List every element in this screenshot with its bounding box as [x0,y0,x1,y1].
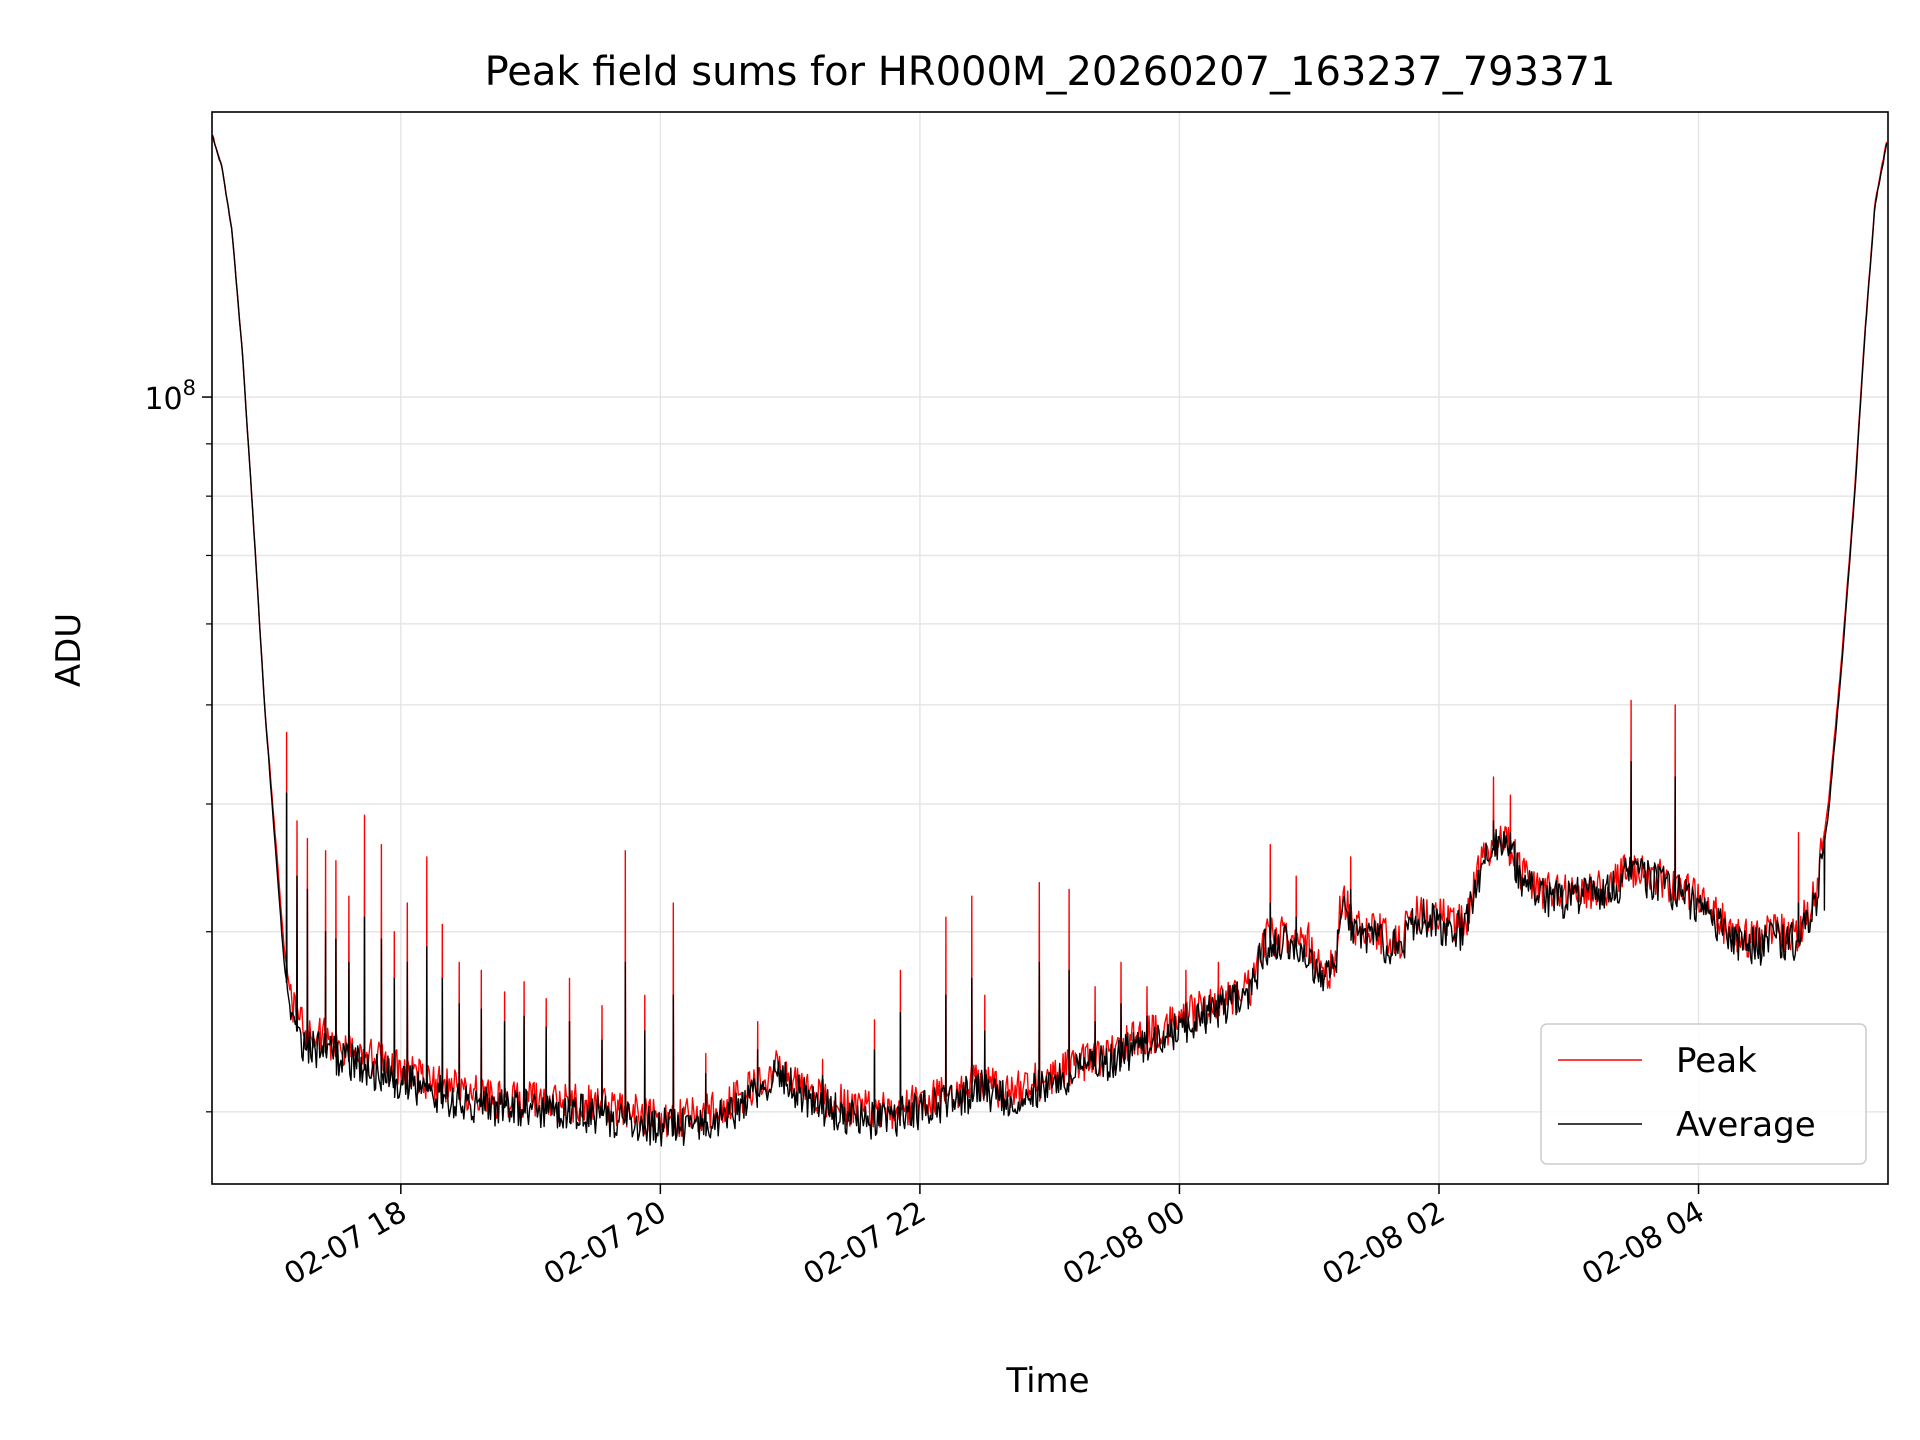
chart-title: Peak field sums for HR000M_20260207_1632… [485,49,1616,95]
grid [212,112,1888,1184]
series-layer [212,134,1888,1147]
series-line-peak [212,134,1888,1138]
legend-label-average: Average [1676,1105,1816,1145]
legend-label-peak: Peak [1676,1041,1757,1081]
legend: Peak Average [1540,1023,1867,1165]
y-tick-label-base: 10 [144,382,182,417]
plot-frame [211,111,1889,1185]
y-axis: 108 [144,376,212,1113]
y-axis-label: ADU [49,613,89,687]
y-tick-label-exponent: 8 [183,376,196,400]
x-axis-label: Time [1005,1361,1089,1401]
y-tick-label: 108 [144,376,196,417]
legend-frame [1540,1023,1867,1165]
series-line-average [212,135,1888,1147]
